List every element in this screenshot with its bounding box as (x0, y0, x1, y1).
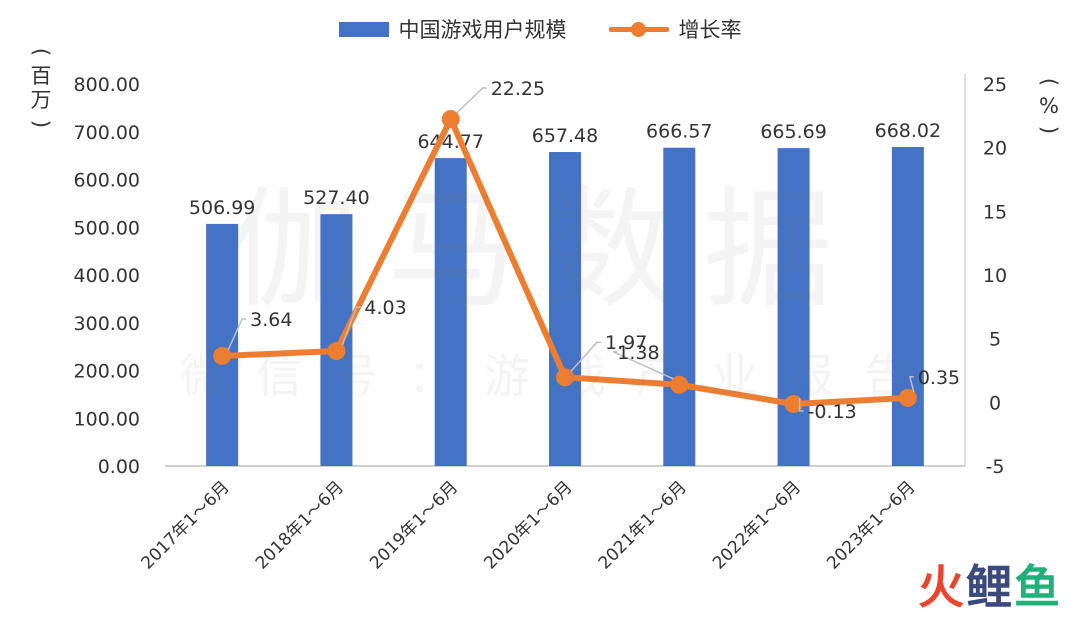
bar (891, 147, 924, 466)
growth-data-label: -0.13 (808, 401, 857, 423)
y-right-tick-label: -5 (986, 456, 1005, 478)
x-tick-label: 2017年1～6月 (138, 477, 234, 573)
growth-point (784, 394, 803, 413)
y-right-tick-label: 20 (983, 138, 1007, 160)
bar (777, 148, 810, 466)
growth-label-leader (570, 341, 601, 372)
y-left-unit: ( 百万 ) (29, 47, 53, 129)
legend: 中国游戏用户规模 增长率 (0, 14, 1080, 44)
y-left-tick-label: 600.00 (74, 170, 140, 192)
bar (663, 147, 696, 466)
x-tick-label: 2020年1～6月 (480, 477, 576, 573)
brand-logo: 火鲤鱼 (918, 560, 1062, 614)
y-right-tick-label: 25 (983, 74, 1007, 96)
bar-data-label: 506.99 (189, 197, 255, 219)
y-left-tick-label: 700.00 (74, 122, 140, 144)
growth-label-leader (456, 87, 487, 114)
growth-point (327, 342, 346, 361)
bar-data-label: 657.48 (532, 125, 598, 147)
growth-label-leader (908, 376, 915, 393)
growth-data-label: 1.97 (605, 332, 647, 354)
growth-data-label: 3.64 (250, 309, 292, 331)
y-left-tick-label: 500.00 (74, 217, 140, 239)
growth-point (213, 346, 232, 365)
y-right-tick-label: 0 (989, 392, 1001, 414)
x-tick-label: 2022年1～6月 (709, 477, 805, 573)
growth-label-leader (227, 318, 247, 351)
y-right-unit: ( % ) (1037, 77, 1061, 135)
bar-data-label: 668.02 (875, 120, 941, 142)
growth-label-leader (612, 351, 674, 380)
growth-point (898, 388, 917, 407)
x-tick-label: 2021年1～6月 (595, 477, 691, 573)
y-right-tick-label: 5 (989, 329, 1001, 351)
growth-data-label: 1.38 (617, 342, 659, 364)
growth-data-label: 0.35 (918, 367, 960, 389)
growth-label-leader (798, 397, 804, 412)
y-left-tick-label: 100.00 (74, 408, 140, 430)
bar (206, 223, 239, 466)
bar-data-label: 665.69 (760, 121, 826, 143)
legend-item-users[interactable]: 中国游戏用户规模 (338, 14, 567, 44)
y-right-tick-label: 15 (983, 201, 1007, 223)
bar (549, 152, 581, 467)
y-left-unit-text: 百万 (30, 64, 52, 112)
growth-point (441, 110, 460, 129)
y-left-tick-label: 400.00 (74, 265, 140, 287)
growth-data-label: 4.03 (364, 297, 406, 319)
x-tick-label: 2019年1～6月 (366, 477, 462, 573)
bar-data-label: 666.57 (646, 121, 712, 143)
legend-swatch-bar (338, 21, 389, 37)
legend-swatch-line (608, 21, 669, 37)
y-left-tick-label: 300.00 (74, 313, 140, 335)
watermark-sub: 微信号：游戏产业报告 (180, 349, 940, 403)
x-tick-label: 2018年1～6月 (252, 477, 348, 573)
y-left-tick-label: 800.00 (74, 74, 140, 96)
bar-data-label: 527.40 (303, 187, 369, 209)
legend-label-growth: 增长率 (678, 18, 742, 42)
bar (320, 214, 353, 466)
x-tick-label: 2023年1～6月 (823, 477, 919, 573)
growth-data-label: 22.25 (491, 78, 545, 100)
y-left-tick-label: 0.00 (98, 456, 140, 478)
y-left-tick-label: 200.00 (74, 361, 140, 383)
legend-label-users: 中国游戏用户规模 (398, 18, 567, 42)
bar (434, 158, 467, 467)
watermark-main: 伽马数据 (228, 174, 861, 326)
growth-point (556, 368, 574, 387)
legend-item-growth[interactable]: 增长率 (608, 14, 742, 44)
growth-point (670, 375, 689, 394)
y-right-tick-label: 10 (983, 265, 1007, 287)
y-right-unit-text: % (1039, 94, 1059, 118)
growth-label-leader (341, 306, 361, 346)
